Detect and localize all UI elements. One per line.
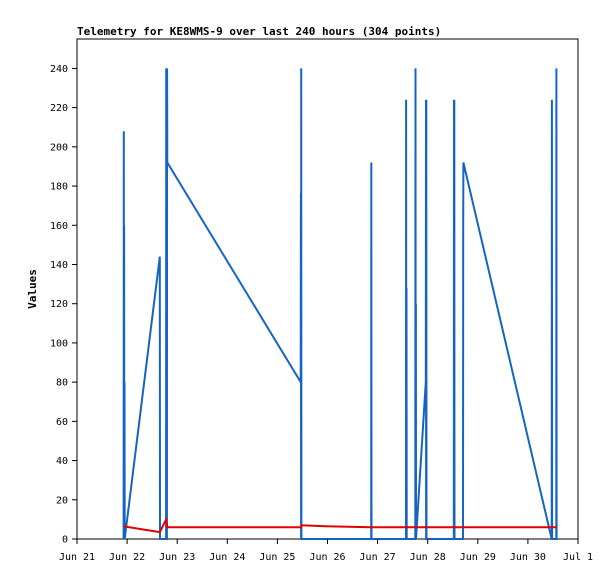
y-axis: 0 20 40 60 80 100 120 140 160 180 200 220 240 [50, 64, 77, 546]
x-tick-label: Jun 26 [309, 552, 345, 563]
x-axis: Jun 21 Jun 22 Jun 23 Jun 24 Jun 25 Jun 26 Jun … [59, 539, 593, 563]
y-tick-label: 120 [50, 299, 68, 310]
chart-title: Telemetry for KE8WMS-9 over last 240 hou… [77, 25, 441, 38]
y-tick-label: 100 [50, 338, 68, 349]
series-line-1 [122, 68, 558, 540]
y-axis-label: Values [26, 269, 39, 309]
y-tick-label: 80 [56, 378, 68, 389]
x-tick-label: Jun 25 [259, 552, 295, 563]
y-tick-label: 60 [56, 417, 68, 428]
series-layer [122, 68, 558, 540]
y-tick-label: 220 [50, 103, 68, 114]
x-tick-label: Jun 27 [360, 552, 396, 563]
y-tick-label: 140 [50, 260, 68, 271]
y-tick-label: 0 [62, 535, 68, 546]
x-tick-label: Jun 24 [209, 552, 245, 563]
y-tick-label: 20 [56, 495, 68, 506]
x-tick-label: Jun 30 [510, 552, 546, 563]
x-tick-label: Jun 21 [59, 552, 95, 563]
x-tick-label: Jun 29 [460, 552, 496, 563]
y-tick-label: 180 [50, 182, 68, 193]
x-tick-label: Jun 28 [410, 552, 446, 563]
y-tick-label: 200 [50, 142, 68, 153]
x-tick-label: Jul 1 [563, 552, 593, 563]
y-tick-label: 160 [50, 221, 68, 232]
x-tick-label: Jun 22 [109, 552, 145, 563]
series-line-2 [123, 516, 557, 534]
plot-frame [76, 38, 579, 540]
y-tick-label: 40 [56, 456, 68, 467]
y-tick-label: 240 [50, 64, 68, 75]
x-tick-label: Jun 23 [159, 552, 195, 563]
